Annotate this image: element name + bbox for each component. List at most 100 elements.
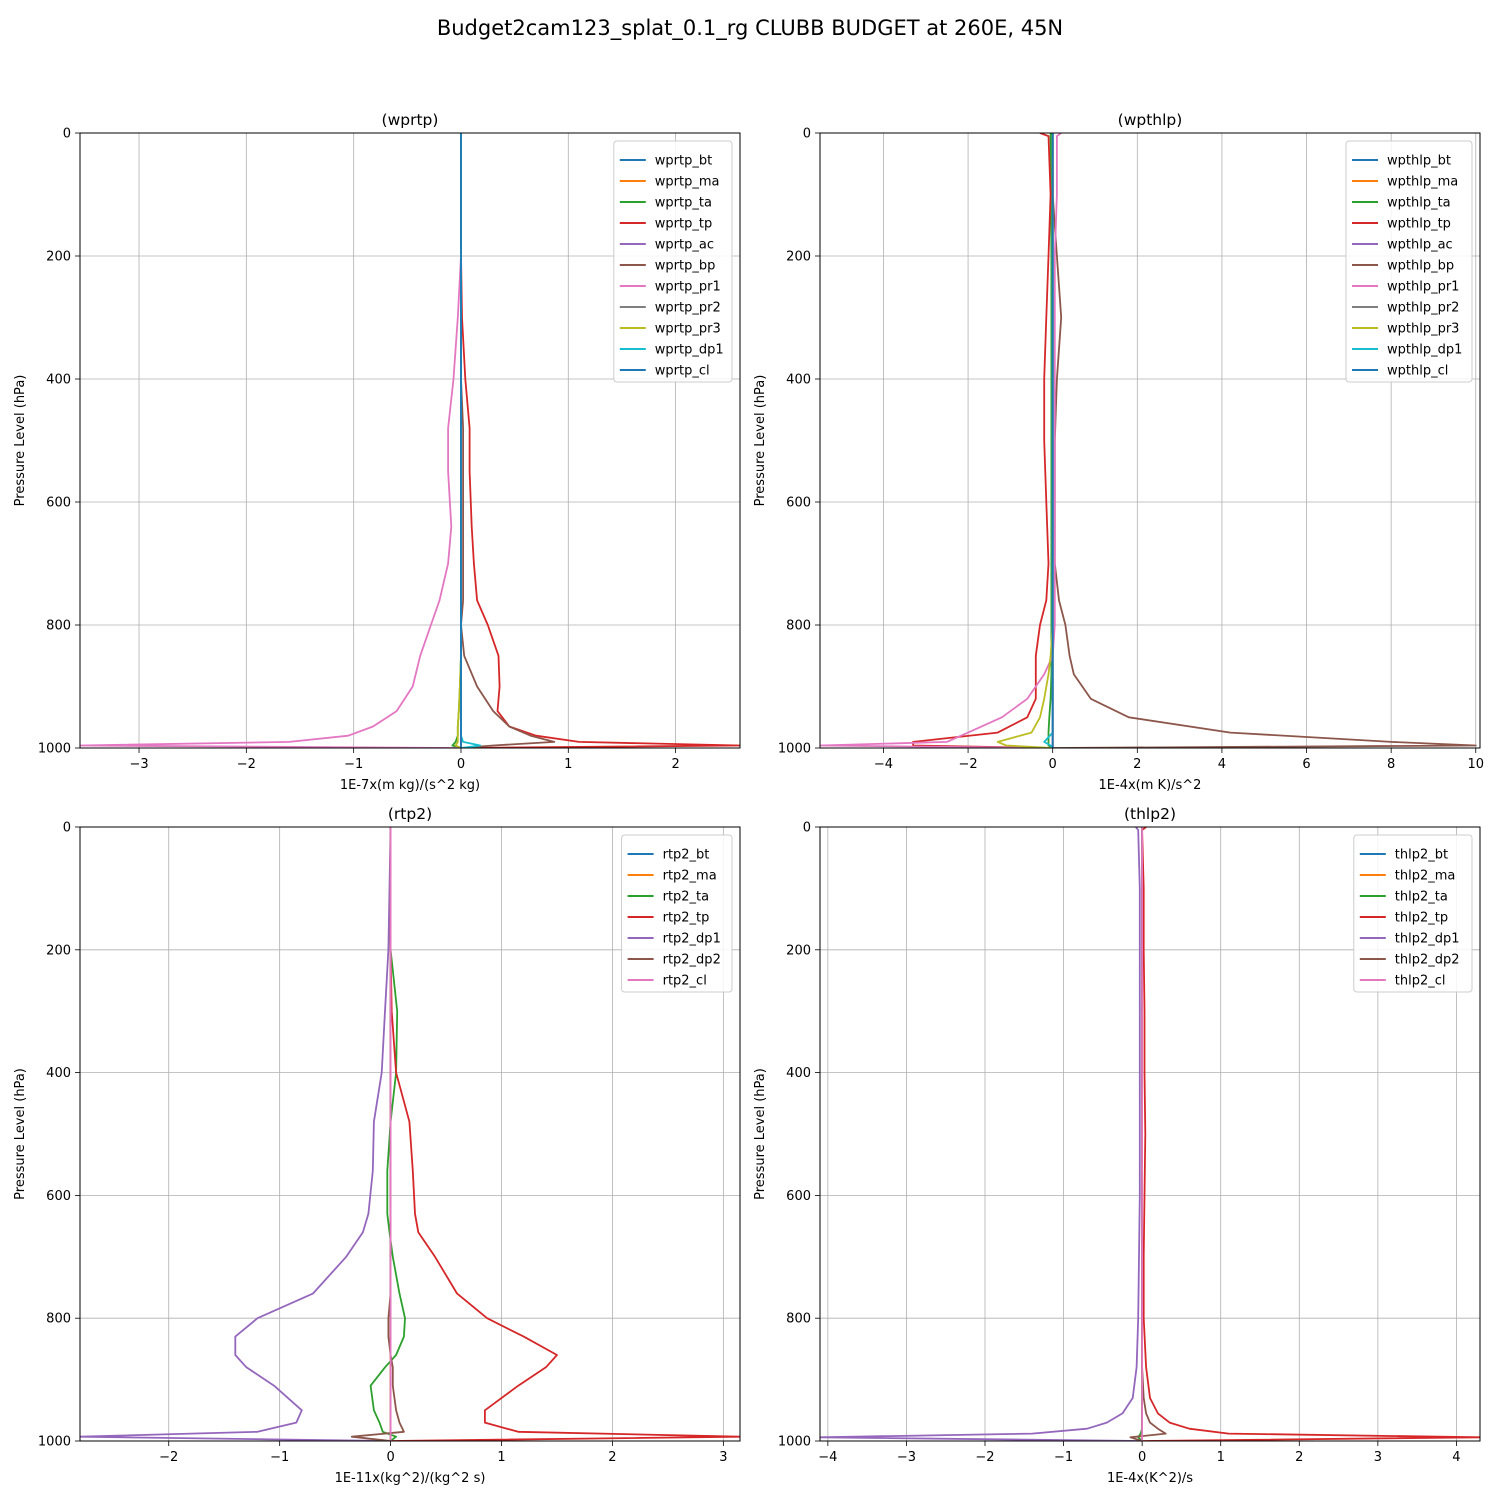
series-line-wpthlp_pr1: [820, 133, 1062, 748]
thlp2-xtick-label: 3: [1374, 1450, 1382, 1465]
rtp2-ytick-label: 200: [46, 943, 71, 958]
legend-label-wprtp_ta: wprtp_ta: [655, 196, 712, 211]
figure-title: Budget2cam123_splat_0.1_rg CLUBB BUDGET …: [436, 16, 1064, 40]
wpthlp-axes-frame: [819, 132, 1481, 749]
legend-label-thlp2_bt: thlp2_bt: [1395, 848, 1448, 863]
panel-wpthlp: −4 −2 0 2 4 6 8 10 0 200 400 600 800 1000 (wpthlp) 1E-4…: [753, 111, 1484, 793]
rtp2-xtick-label: 0: [386, 1450, 394, 1465]
wprtp-xtick-label: 1: [564, 757, 572, 772]
wpthlp-xtick-label: 4: [1218, 757, 1226, 772]
legend-label-wpthlp_bp: wpthlp_bp: [1387, 259, 1454, 274]
thlp2-xtick-label: 1: [1217, 1450, 1225, 1465]
wprtp-ytick-label: 0: [63, 127, 71, 142]
legend-label-wpthlp_ac: wpthlp_ac: [1387, 238, 1453, 253]
thlp2-ytick-label: 200: [786, 943, 811, 958]
wprtp-ylabel: Pressure Level (hPa): [13, 375, 28, 507]
legend-label-wpthlp_pr2: wpthlp_pr2: [1387, 301, 1459, 316]
series-line-wpthlp_ta: [1047, 133, 1054, 748]
thlp2-axes-frame: [819, 826, 1481, 1442]
rtp2-xtick-label: 3: [719, 1450, 727, 1465]
thlp2-legend: thlp2_bt thlp2_ma thlp2_ta thlp2_tp thlp2_dp…: [1353, 834, 1473, 993]
rtp2-ytick-label: 800: [46, 1312, 71, 1327]
wprtp-ytick-label: 800: [46, 619, 71, 634]
wprtp-legend: wprtp_bt wprtp_ma wprtp_ta wprtp_tp wprtp_ac…: [613, 140, 733, 383]
legend-label-thlp2_dp1: thlp2_dp1: [1395, 932, 1460, 947]
wprtp-title: (wprtp): [382, 111, 439, 129]
legend-label-wpthlp_ta: wpthlp_ta: [1387, 196, 1451, 211]
wprtp-axes-frame: [79, 132, 741, 749]
thlp2-xtick-label: 2: [1295, 1450, 1303, 1465]
panel-rtp2: −2 −1 0 1 2 3 0 200 400 600 800 1000 (rtp2) 1E-11x(kg…: [13, 805, 741, 1486]
wpthlp-ytick-label: 1000: [778, 742, 811, 757]
wprtp-xtick-label: −3: [129, 757, 148, 772]
legend-label-rtp2_ma: rtp2_ma: [663, 869, 717, 884]
legend-label-thlp2_ma: thlp2_ma: [1395, 869, 1456, 884]
legend-label-wprtp_pr2: wprtp_pr2: [655, 301, 721, 316]
wprtp-xlabel: 1E-7x(m kg)/(s^2 kg): [340, 778, 480, 793]
thlp2-xtick-label: −1: [1054, 1450, 1073, 1465]
thlp2-xtick-label: −3: [897, 1450, 916, 1465]
wpthlp-xlabel: 1E-4x(m K)/s^2: [1099, 778, 1202, 793]
legend-label-rtp2_cl: rtp2_cl: [663, 974, 707, 989]
wpthlp-xtick-label: 10: [1467, 757, 1484, 772]
legend-label-wprtp_pr3: wprtp_pr3: [655, 322, 721, 337]
legend-label-wprtp_tp: wprtp_tp: [655, 217, 712, 232]
rtp2-xtick-label: 1: [497, 1450, 505, 1465]
thlp2-xtick-label: −4: [818, 1450, 837, 1465]
legend-label-wpthlp_ma: wpthlp_ma: [1387, 175, 1458, 190]
thlp2-series-group: [820, 827, 1480, 1441]
wpthlp-legend: wpthlp_bt wpthlp_ma wpthlp_ta wpthlp_tpwpth…: [1345, 140, 1473, 383]
wpthlp-ytick-label: 800: [786, 619, 811, 634]
rtp2-xlabel: 1E-11x(kg^2)/(kg^2 s): [335, 1471, 486, 1486]
wprtp-xtick-label: 2: [671, 757, 679, 772]
rtp2-ytick-label: 400: [46, 1066, 71, 1081]
legend-label-wpthlp_pr1: wpthlp_pr1: [1387, 280, 1459, 295]
wpthlp-ytick-label: 0: [803, 127, 811, 142]
legend-label-wpthlp_tp: wpthlp_tp: [1387, 217, 1451, 232]
rtp2-legend: rtp2_bt rtp2_ma rtp2_ta rtp2_tp rtp2_dp1 rtp2…: [621, 834, 733, 993]
wprtp-xtick-label: −1: [344, 757, 363, 772]
panel-thlp2: −4 −3 −2 −1 0 1 2 3 4 0 200 400 600 800 1000 (thlp2) 1E-…: [753, 805, 1481, 1486]
thlp2-ytick-label: 800: [786, 1312, 811, 1327]
rtp2-xtick-label: −1: [270, 1450, 289, 1465]
wpthlp-series-group: [820, 133, 1477, 748]
wprtp-ytick-label: 200: [46, 250, 71, 265]
wpthlp-title: (wpthlp): [1118, 111, 1183, 129]
wprtp-ytick-label: 600: [46, 496, 71, 511]
legend-label-wprtp_pr1: wprtp_pr1: [655, 280, 721, 295]
wpthlp-xtick-label: 8: [1387, 757, 1395, 772]
series-line-rtp2_ta: [369, 827, 406, 1441]
rtp2-ytick-label: 600: [46, 1189, 71, 1204]
wpthlp-xtick-label: 0: [1049, 757, 1057, 772]
wpthlp-ylabel: Pressure Level (hPa): [753, 375, 768, 507]
thlp2-ytick-label: 0: [803, 821, 811, 836]
thlp2-xlabel: 1E-4x(K^2)/s: [1107, 1471, 1193, 1486]
rtp2-xtick-label: −2: [159, 1450, 178, 1465]
thlp2-ytick-label: 600: [786, 1189, 811, 1204]
thlp2-xtick-label: 4: [1452, 1450, 1460, 1465]
thlp2-ytick-label: 1000: [778, 1435, 811, 1450]
legend-label-wprtp_cl: wprtp_cl: [655, 364, 710, 379]
rtp2-title: (rtp2): [388, 805, 432, 823]
series-line-thlp2_dp1: [820, 827, 1143, 1441]
wprtp-ytick-label: 1000: [38, 742, 71, 757]
series-line-wpthlp_bp: [1051, 133, 1477, 748]
rtp2-axes-frame: [79, 826, 741, 1442]
legend-label-wpthlp_bt: wpthlp_bt: [1387, 154, 1451, 169]
wprtp-xtick-label: 0: [457, 757, 465, 772]
rtp2-ytick-label: 1000: [38, 1435, 71, 1450]
legend-label-wprtp_ma: wprtp_ma: [655, 175, 720, 190]
legend-label-rtp2_tp: rtp2_tp: [663, 911, 710, 926]
legend-label-rtp2_dp2: rtp2_dp2: [663, 953, 721, 968]
series-line-rtp2_dp1: [80, 827, 392, 1441]
legend-label-wpthlp_cl: wpthlp_cl: [1387, 364, 1448, 379]
rtp2-ytick-label: 0: [63, 821, 71, 836]
rtp2-series-group: [80, 827, 740, 1441]
legend-label-thlp2_tp: thlp2_tp: [1395, 911, 1448, 926]
legend-label-wprtp_bp: wprtp_bp: [655, 259, 716, 274]
thlp2-xtick-label: −2: [975, 1450, 994, 1465]
series-line-wpthlp_tp: [912, 133, 1053, 748]
thlp2-xtick-label: 0: [1138, 1450, 1146, 1465]
wprtp-ytick-label: 400: [46, 373, 71, 388]
